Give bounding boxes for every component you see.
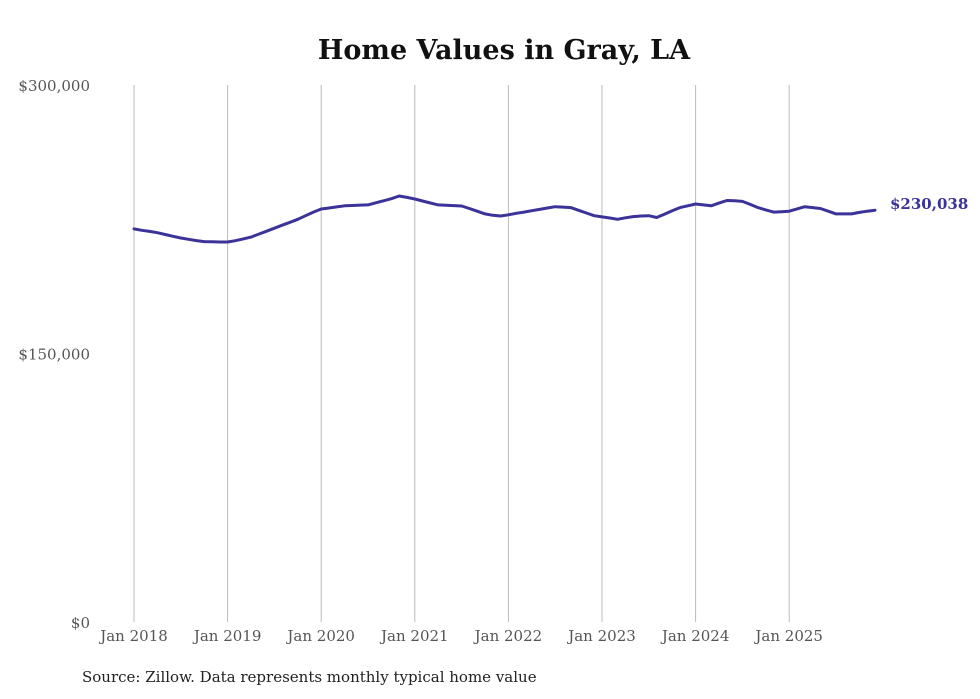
x-tick-label: Jan 2022 [473,627,543,645]
y-tick-label: $150,000 [18,346,90,364]
x-tick-label: Jan 2025 [753,627,823,645]
x-tick-label: Jan 2024 [660,627,730,645]
x-tick-label: Jan 2018 [98,627,168,645]
x-tick-label: Jan 2023 [566,627,636,645]
source-note: Source: Zillow. Data represents monthly … [82,668,537,686]
series-line [132,194,877,244]
y-tick-label: $300,000 [18,77,90,95]
y-tick-label: $0 [71,614,90,632]
x-tick-label: Jan 2021 [379,627,449,645]
x-tick-label: Jan 2020 [285,627,355,645]
chart-title: Home Values in Gray, LA [318,35,691,66]
end-value-label: $230,038 [890,195,968,213]
x-tick-label: Jan 2019 [192,627,262,645]
